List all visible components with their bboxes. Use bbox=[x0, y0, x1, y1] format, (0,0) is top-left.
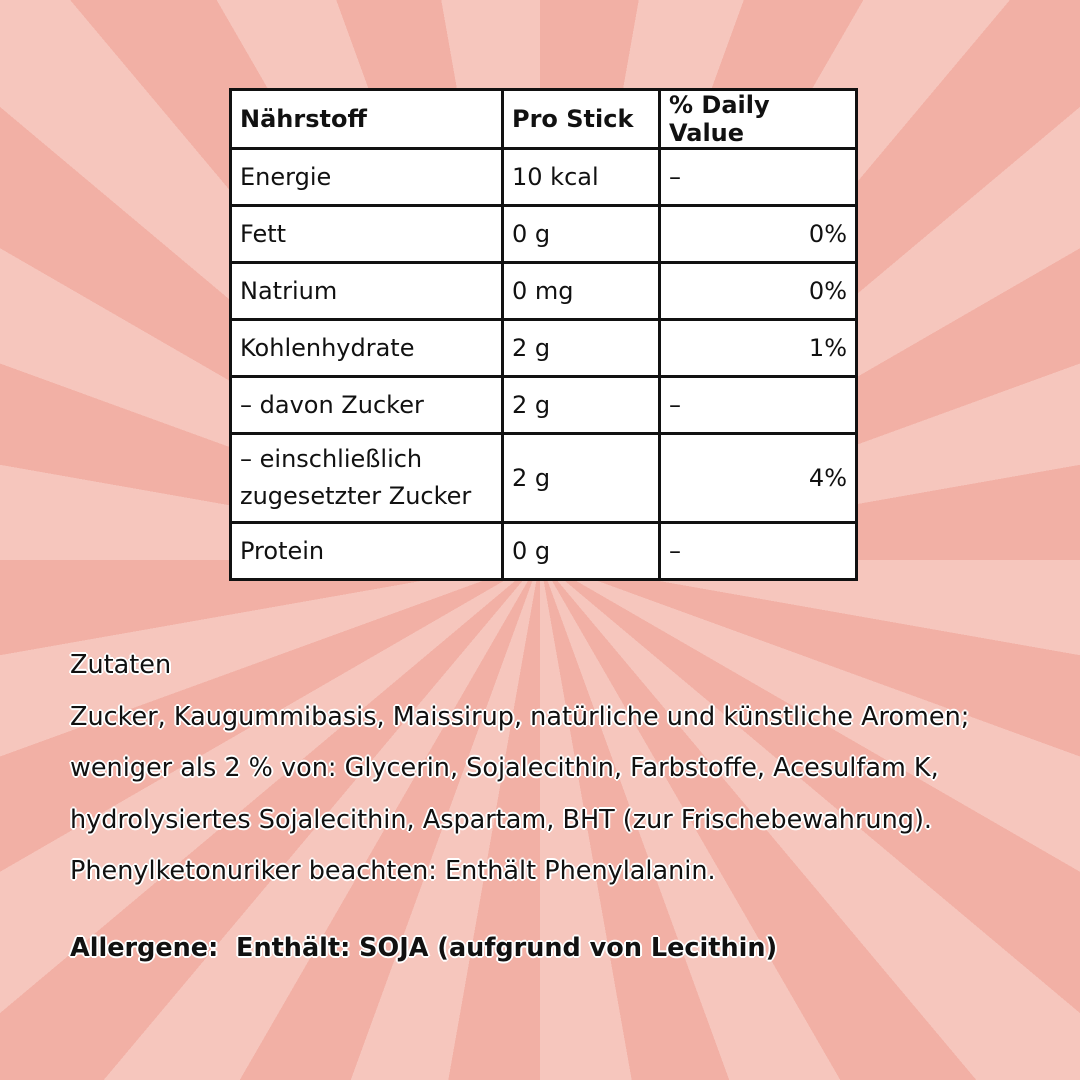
nutrient-cell: Protein bbox=[229, 521, 504, 581]
header-daily-value: % Daily Value bbox=[658, 88, 858, 150]
table-row: Protein 0 g – bbox=[229, 521, 858, 581]
daily-value-cell: 4% bbox=[658, 432, 858, 524]
nutrition-table: Nährstoff Pro Stick % Daily Value Energi… bbox=[229, 88, 858, 581]
amount-cell: 0 mg bbox=[501, 261, 661, 321]
amount-cell: 2 g bbox=[501, 432, 661, 524]
nutrient-cell: Fett bbox=[229, 204, 504, 264]
amount-cell: 2 g bbox=[501, 375, 661, 435]
daily-value-cell: – bbox=[658, 521, 858, 581]
daily-value-cell: 0% bbox=[658, 261, 858, 321]
table-header-row: Nährstoff Pro Stick % Daily Value bbox=[229, 88, 858, 150]
amount-cell: 0 g bbox=[501, 521, 661, 581]
allergen-statement: Allergene: Enthält: SOJA (aufgrund von L… bbox=[70, 932, 778, 963]
table-row: Kohlenhydrate 2 g 1% bbox=[229, 318, 858, 378]
nutrient-cell: Kohlenhydrate bbox=[229, 318, 504, 378]
daily-value-cell: – bbox=[658, 375, 858, 435]
table-row: Natrium 0 mg 0% bbox=[229, 261, 858, 321]
table-row: Energie 10 kcal – bbox=[229, 147, 858, 207]
table-row: – davon Zucker 2 g – bbox=[229, 375, 858, 435]
header-nutrient: Nährstoff bbox=[229, 88, 504, 150]
nutrient-cell: – einschließlich zugesetzter Zucker bbox=[229, 432, 504, 524]
nutrient-cell: Energie bbox=[229, 147, 504, 207]
daily-value-cell: 1% bbox=[658, 318, 858, 378]
nutrient-cell: – davon Zucker bbox=[229, 375, 504, 435]
daily-value-cell: – bbox=[658, 147, 858, 207]
amount-cell: 10 kcal bbox=[501, 147, 661, 207]
header-per-stick: Pro Stick bbox=[501, 88, 661, 150]
ingredients-section: Zutaten Zucker, Kaugummibasis, Maissirup… bbox=[70, 640, 1050, 974]
nutrient-cell: Natrium bbox=[229, 261, 504, 321]
table-row: Fett 0 g 0% bbox=[229, 204, 858, 264]
table-row: – einschließlich zugesetzter Zucker 2 g 4% bbox=[229, 432, 858, 524]
daily-value-cell: 0% bbox=[658, 204, 858, 264]
amount-cell: 2 g bbox=[501, 318, 661, 378]
ingredients-heading: Zutaten bbox=[70, 650, 172, 680]
amount-cell: 0 g bbox=[501, 204, 661, 264]
ingredients-text: Zucker, Kaugummibasis, Maissirup, natürl… bbox=[70, 701, 970, 835]
phenylalanine-warning: Phenylketonuriker beachten: Enthält Phen… bbox=[70, 856, 716, 886]
